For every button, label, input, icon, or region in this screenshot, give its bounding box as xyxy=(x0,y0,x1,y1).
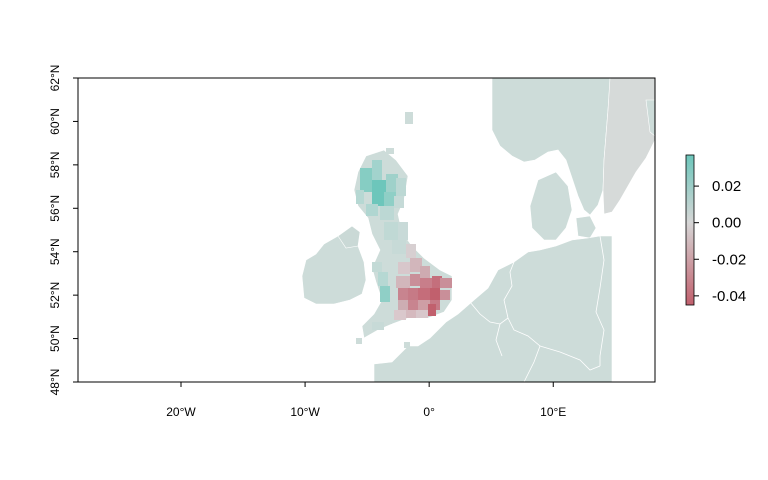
raster-cell xyxy=(420,278,432,288)
color-legend: 0.02 0.00 -0.02 -0.04 xyxy=(685,154,746,306)
raster-cell xyxy=(360,168,372,192)
land-sweden xyxy=(602,78,655,215)
raster-cell xyxy=(380,314,392,324)
raster-cell xyxy=(408,300,418,310)
raster-cell xyxy=(384,192,396,208)
raster-cell xyxy=(406,310,416,318)
x-axis: 20°W 10°W 0° 10°E xyxy=(166,382,566,419)
raster-cell xyxy=(398,300,408,310)
x-tick-label: 0° xyxy=(423,405,435,419)
y-tick-label: 62°N xyxy=(48,65,62,92)
raster-cell xyxy=(428,304,436,316)
legend-tick-label: -0.02 xyxy=(712,251,746,268)
y-tick-label: 56°N xyxy=(48,195,62,222)
raster-cell xyxy=(398,222,408,240)
land-northern-ireland xyxy=(337,225,361,249)
raster-cell xyxy=(386,174,398,192)
raster-cell xyxy=(380,206,394,220)
raster-cell xyxy=(416,310,428,318)
country-borders xyxy=(469,235,605,382)
legend-tick-label: 0.00 xyxy=(712,215,741,232)
y-tick-label: 54°N xyxy=(48,238,62,265)
raster-cell xyxy=(430,288,440,300)
legend-tick-label: 0.02 xyxy=(712,178,741,195)
raster-cell xyxy=(440,290,450,300)
raster-cell xyxy=(372,322,384,330)
raster-cell xyxy=(398,262,410,274)
raster-cell xyxy=(384,222,398,240)
raster-cell xyxy=(394,196,404,208)
raster-cell xyxy=(372,262,382,272)
raster-cell xyxy=(440,278,452,288)
land-shetland xyxy=(405,112,413,124)
map-panel xyxy=(301,78,655,382)
y-tick-label: 50°N xyxy=(48,325,62,352)
raster-cell xyxy=(398,288,408,300)
legend-colorbar xyxy=(685,154,695,306)
raster-cell xyxy=(378,272,388,286)
raster-cell xyxy=(410,258,422,272)
raster-cell xyxy=(380,286,390,302)
raster-cell xyxy=(420,266,430,278)
raster-cell xyxy=(418,288,430,300)
land-islet xyxy=(404,342,410,348)
raster-cell xyxy=(432,276,442,288)
x-tick-label: 10°W xyxy=(290,405,320,419)
land-denmark xyxy=(529,171,573,241)
plot-frame xyxy=(77,77,656,383)
y-tick-label: 58°N xyxy=(48,151,62,178)
raster-cells xyxy=(356,160,452,330)
land-islet xyxy=(356,338,362,344)
raster-cell xyxy=(372,180,386,206)
y-axis: 48°N 50°N 52°N 54°N 56°N 58°N 60°N 62°N xyxy=(48,65,78,396)
land-finland xyxy=(645,99,655,137)
land-danish-islands xyxy=(575,215,597,239)
x-tick-label: 10°E xyxy=(540,405,566,419)
legend-tick-label: -0.04 xyxy=(712,288,746,305)
x-tick-label: 20°W xyxy=(166,405,196,419)
y-tick-label: 48°N xyxy=(48,369,62,396)
raster-cell xyxy=(408,288,418,300)
raster-cell xyxy=(396,178,406,196)
raster-cell xyxy=(406,244,416,258)
raster-cell xyxy=(356,190,364,204)
raster-cell xyxy=(396,276,410,288)
y-tick-label: 52°N xyxy=(48,282,62,309)
land-orkney xyxy=(386,148,394,154)
raster-cell xyxy=(394,310,406,320)
raster-cell xyxy=(418,300,430,310)
raster-cell xyxy=(410,274,420,286)
raster-cell xyxy=(372,160,382,180)
raster-cell xyxy=(392,240,406,254)
land-continent xyxy=(373,235,613,382)
raster-cell xyxy=(366,204,378,216)
y-tick-label: 60°N xyxy=(48,108,62,135)
